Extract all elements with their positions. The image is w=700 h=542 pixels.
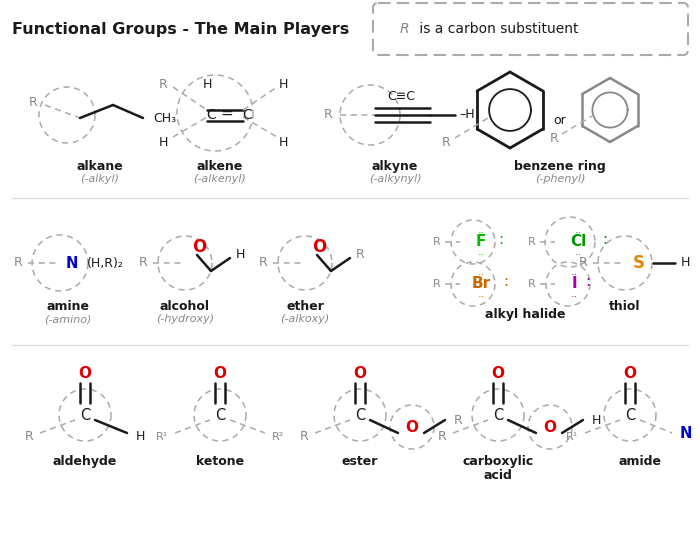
- Text: =: =: [220, 106, 233, 120]
- Text: :: :: [503, 274, 509, 289]
- Text: F: F: [476, 235, 486, 249]
- Text: C: C: [625, 408, 635, 423]
- Text: R: R: [528, 237, 536, 247]
- Text: C: C: [493, 408, 503, 423]
- Text: O: O: [405, 420, 419, 435]
- Text: C: C: [80, 408, 90, 423]
- Text: R: R: [433, 237, 441, 247]
- Text: C≡C: C≡C: [387, 91, 415, 104]
- Text: ..: ..: [570, 289, 578, 299]
- Text: R¹: R¹: [156, 432, 168, 442]
- Text: ..: ..: [570, 267, 578, 277]
- Text: (-amino): (-amino): [44, 314, 92, 324]
- Text: S: S: [633, 254, 645, 272]
- Text: ..: ..: [477, 267, 484, 277]
- Text: R: R: [454, 414, 463, 427]
- Text: alkene: alkene: [197, 160, 243, 173]
- Text: O: O: [192, 238, 206, 256]
- Text: ketone: ketone: [196, 455, 244, 468]
- Text: O: O: [214, 365, 227, 380]
- Text: :: :: [498, 233, 503, 248]
- Text: R: R: [139, 256, 148, 269]
- Text: alkyne: alkyne: [372, 160, 418, 173]
- Text: R: R: [323, 108, 332, 121]
- Text: R: R: [579, 256, 587, 269]
- Text: carboxylic: carboxylic: [463, 455, 533, 468]
- Text: Functional Groups - The Main Players: Functional Groups - The Main Players: [12, 22, 349, 37]
- Text: amide: amide: [619, 455, 661, 468]
- Text: ..: ..: [477, 225, 484, 235]
- Text: N: N: [66, 255, 78, 270]
- Text: alkyl halide: alkyl halide: [484, 308, 566, 321]
- Text: C: C: [206, 108, 216, 122]
- Text: O: O: [354, 365, 367, 380]
- Text: ..: ..: [477, 247, 484, 257]
- Text: (-alkenyl): (-alkenyl): [194, 174, 246, 184]
- Text: H: H: [158, 137, 168, 150]
- Text: C: C: [242, 108, 252, 122]
- Text: ether: ether: [286, 300, 324, 313]
- Text: R: R: [159, 79, 167, 92]
- Text: H: H: [135, 430, 145, 443]
- Text: (H,R)₂: (H,R)₂: [87, 256, 123, 269]
- Text: O: O: [624, 365, 636, 380]
- Text: R: R: [356, 248, 365, 261]
- Text: C: C: [215, 408, 225, 423]
- Text: H: H: [279, 137, 288, 150]
- Text: R: R: [442, 136, 450, 149]
- Text: is a carbon substituent: is a carbon substituent: [415, 22, 578, 36]
- Text: acid: acid: [484, 469, 512, 482]
- Text: R²: R²: [272, 432, 284, 442]
- Text: (-alkoxy): (-alkoxy): [281, 314, 330, 324]
- Text: O: O: [78, 365, 92, 380]
- Text: N: N: [680, 425, 692, 441]
- Text: O: O: [543, 420, 556, 435]
- Text: R: R: [433, 279, 441, 289]
- Text: R: R: [258, 256, 267, 269]
- Text: benzene ring: benzene ring: [514, 160, 606, 173]
- Text: R: R: [400, 22, 410, 36]
- Text: (-hydroxy): (-hydroxy): [156, 314, 214, 324]
- Text: (-alkyl): (-alkyl): [80, 174, 120, 184]
- Text: R: R: [29, 96, 37, 109]
- Text: O: O: [491, 365, 505, 380]
- Text: C: C: [355, 408, 365, 423]
- Text: thiol: thiol: [609, 300, 640, 313]
- Text: or: or: [554, 113, 566, 126]
- Text: H: H: [592, 414, 601, 427]
- Text: ..: ..: [575, 225, 582, 235]
- Text: Br: Br: [471, 276, 491, 292]
- Text: H: H: [235, 248, 245, 261]
- Text: R: R: [550, 132, 559, 145]
- Text: ..: ..: [575, 247, 582, 257]
- Text: R¹: R¹: [566, 432, 578, 442]
- Text: (-phenyl): (-phenyl): [535, 174, 585, 184]
- Text: R: R: [25, 430, 34, 443]
- Text: R: R: [300, 430, 309, 443]
- Text: alcohol: alcohol: [160, 300, 210, 313]
- Text: H: H: [202, 79, 211, 92]
- Text: :: :: [585, 274, 591, 289]
- Text: –H: –H: [459, 108, 475, 121]
- Text: R: R: [13, 256, 22, 269]
- FancyBboxPatch shape: [373, 3, 688, 55]
- Text: R: R: [528, 279, 536, 289]
- Text: R: R: [438, 430, 447, 443]
- Text: amine: amine: [46, 300, 90, 313]
- Text: ..: ..: [477, 289, 484, 299]
- Text: O: O: [312, 238, 326, 256]
- Text: :: :: [603, 233, 608, 248]
- Text: ester: ester: [342, 455, 378, 468]
- Text: CH₃: CH₃: [153, 112, 176, 125]
- Text: aldehyde: aldehyde: [52, 455, 117, 468]
- Text: H: H: [279, 79, 288, 92]
- Text: I: I: [571, 276, 577, 292]
- Text: H: H: [680, 256, 690, 269]
- Text: (-alkynyl): (-alkynyl): [369, 174, 421, 184]
- Text: Cl: Cl: [570, 235, 586, 249]
- Text: alkane: alkane: [76, 160, 123, 173]
